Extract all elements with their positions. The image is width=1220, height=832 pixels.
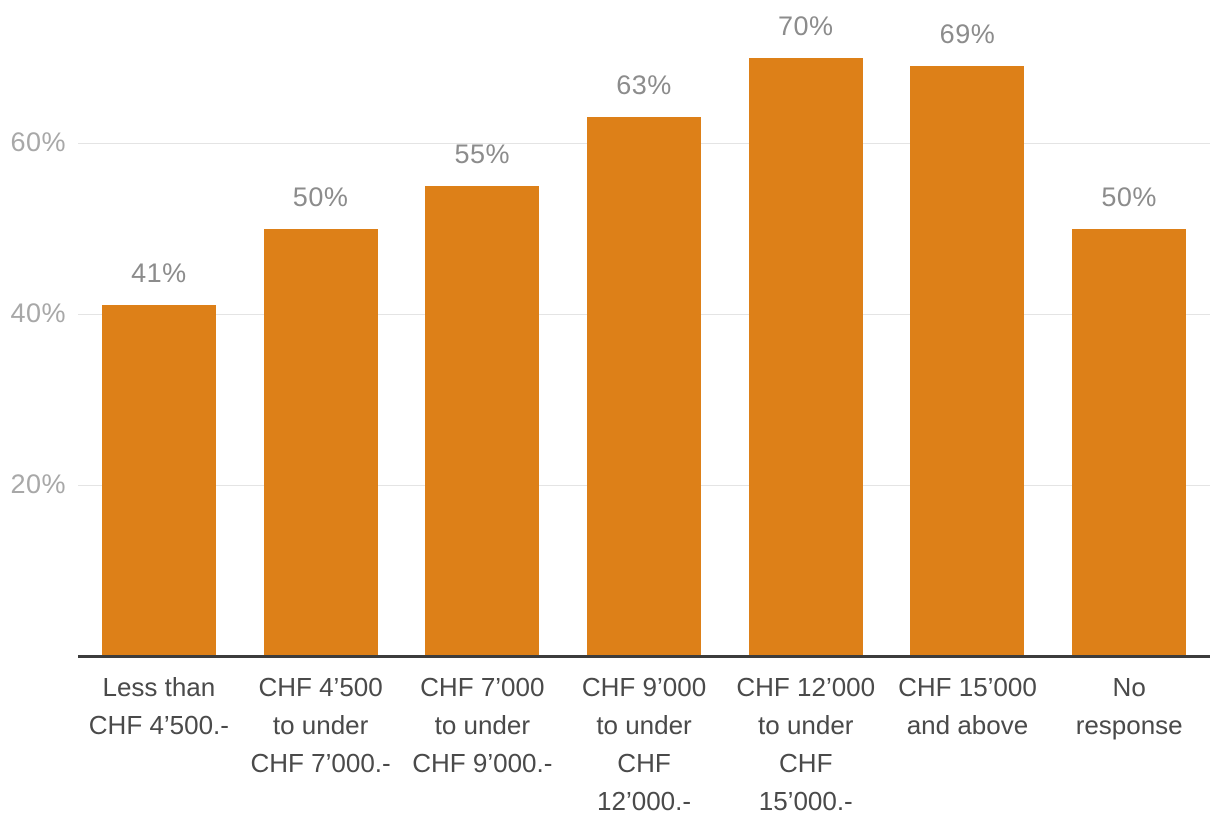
- y-tick-label: 60%: [10, 127, 66, 157]
- chart-bar: [1072, 228, 1187, 656]
- bar-value-label: 63%: [616, 70, 672, 101]
- x-category-label: CHF 7’000 to under CHF 9’000.-: [401, 668, 563, 820]
- x-category-label: CHF 9’000 to under CHF 12’000.-: [563, 668, 725, 820]
- bars-container: 41% 50% 55% 63% 70% 69% 50%: [78, 0, 1210, 656]
- bar-value-label: 50%: [292, 181, 349, 212]
- chart-bar: [587, 117, 702, 656]
- x-category-label-line: response: [1075, 710, 1183, 740]
- x-category-label-line: No: [1112, 672, 1146, 702]
- bar-column: 69%: [887, 0, 1049, 656]
- x-category-label-line: to under: [434, 710, 530, 740]
- bar-column: 70%: [725, 0, 887, 656]
- x-category-label: CHF 4’500 to under CHF 7’000.-: [240, 668, 402, 820]
- chart-bar: [263, 228, 378, 656]
- x-category-label-line: CHF 4’500: [258, 672, 383, 702]
- bar-value-label: 69%: [939, 19, 996, 50]
- chart-bar: [910, 66, 1025, 656]
- bar-value-label: 55%: [454, 138, 511, 169]
- bar-value-label: 50%: [1101, 181, 1157, 212]
- bar-value-label: 70%: [777, 10, 834, 41]
- chart-bar: [101, 305, 216, 656]
- x-category-label-line: 15’000.-: [758, 786, 853, 816]
- x-category-label: Less than CHF 4’500.-: [78, 668, 240, 820]
- x-category-label-line: CHF 7’000: [420, 672, 545, 702]
- x-category-label: CHF 12’000 to under CHF 15’000.-: [725, 668, 887, 820]
- x-category-label-line: CHF: [617, 748, 671, 778]
- x-category-label-line: CHF 7’000.-: [250, 748, 391, 778]
- x-category-label-line: Less than: [102, 672, 216, 702]
- x-category-label-line: CHF 9’000.-: [412, 748, 553, 778]
- x-axis-line: [78, 655, 1210, 658]
- x-category-label-line: 12’000.-: [597, 786, 691, 816]
- bar-column: 63%: [563, 0, 725, 656]
- bar-column: 50%: [240, 0, 402, 656]
- bar-column: 41%: [78, 0, 240, 656]
- y-tick-label: 40%: [10, 298, 66, 328]
- x-category-label-line: to under: [596, 710, 692, 740]
- x-category-label: CHF 15’000 and above: [887, 668, 1049, 820]
- bar-column: 55%: [401, 0, 563, 656]
- x-category-label-line: CHF: [779, 748, 833, 778]
- bar-value-label: 41%: [131, 258, 187, 289]
- x-category-label-line: CHF 15’000: [898, 672, 1037, 702]
- x-axis-labels: Less than CHF 4’500.- CHF 4’500 to under CHF…: [78, 668, 1210, 820]
- x-category-label-line: CHF 9’000: [581, 672, 707, 702]
- plot-area: 41% 50% 55% 63% 70% 69% 50%: [78, 0, 1210, 658]
- chart-bar: [425, 185, 540, 656]
- y-tick-label: 20%: [10, 469, 66, 499]
- chart-bar: [748, 57, 863, 656]
- x-category-label-line: to under: [758, 710, 854, 740]
- x-category-label-line: and above: [906, 710, 1029, 740]
- x-category-label-line: to under: [272, 710, 369, 740]
- bar-column: 50%: [1048, 0, 1210, 656]
- x-category-label-line: CHF 12’000: [736, 672, 876, 702]
- x-category-label-line: CHF 4’500.-: [88, 710, 229, 740]
- x-category-label: No response: [1048, 668, 1210, 820]
